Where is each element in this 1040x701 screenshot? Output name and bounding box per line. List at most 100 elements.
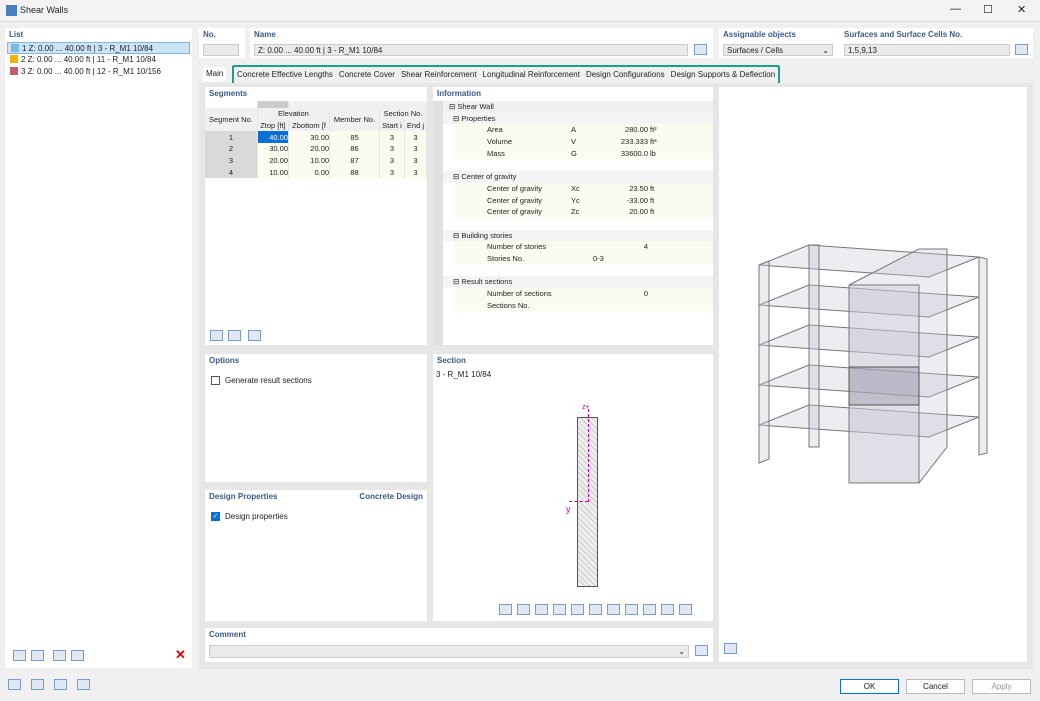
- table-cell[interactable]: 30.00: [257, 143, 290, 155]
- table-cell[interactable]: 20.00: [257, 154, 290, 167]
- maximize-button[interactable]: ☐: [983, 4, 993, 16]
- table-icon[interactable]: [625, 604, 638, 615]
- tree-group[interactable]: ⊟ Center of gravity: [443, 171, 713, 183]
- list-item[interactable]: 2 Z: 0.00 ... 40.00 ft | 11 - R_M1 10/84: [7, 54, 190, 66]
- tab-longitudinal-reinforcement[interactable]: Longitudinal Reinforcement: [482, 70, 580, 79]
- title-bar: Shear Walls — ☐ ✕: [0, 0, 1040, 22]
- z-label: z+: [582, 404, 590, 411]
- table-cell[interactable]: 1: [205, 131, 258, 144]
- table-cell[interactable]: 3: [379, 166, 405, 179]
- tab-main[interactable]: Main: [203, 67, 227, 81]
- table-cell[interactable]: 87: [329, 154, 380, 167]
- table-cell[interactable]: 3: [404, 154, 428, 167]
- tab-design-configurations[interactable]: Design Configurations: [585, 70, 665, 79]
- table-cell[interactable]: 40.00: [257, 131, 290, 144]
- tab-shear-reinforcement[interactable]: Shear Reinforcement: [400, 70, 477, 79]
- table-cell[interactable]: 85: [329, 131, 380, 144]
- tree-root[interactable]: ⊟ Shear Wall: [443, 101, 713, 113]
- table-cell[interactable]: 10.00: [257, 166, 290, 179]
- pick-icon[interactable]: [1015, 44, 1028, 55]
- table-cell[interactable]: 3: [379, 143, 405, 155]
- insert-row-icon[interactable]: [210, 330, 223, 341]
- edit-icon[interactable]: [694, 44, 707, 55]
- table-cell[interactable]: 3: [404, 131, 428, 144]
- tab-design-supports-deflection[interactable]: Design Supports & Deflection: [670, 70, 776, 79]
- info-row: Center of gravity Yc -33.00 ft: [453, 194, 713, 207]
- frame-icon[interactable]: [535, 604, 548, 615]
- list-header: List: [9, 30, 24, 39]
- design-header: Design Properties: [209, 492, 278, 501]
- add-row-icon[interactable]: [228, 330, 241, 341]
- list-panel: List 1 Z: 0.00 ... 40.00 ft | 3 - R_M1 1…: [5, 28, 192, 668]
- comment-field[interactable]: ⌄: [209, 645, 689, 658]
- table-cell[interactable]: 3: [404, 166, 428, 179]
- new-icon[interactable]: [13, 650, 26, 661]
- table-cell[interactable]: 3: [379, 131, 405, 144]
- search-icon[interactable]: [8, 679, 21, 690]
- table-cell[interactable]: 88: [329, 166, 380, 179]
- generate-checkbox[interactable]: [211, 376, 220, 385]
- table-cell[interactable]: 3: [205, 154, 258, 167]
- comment-header: Comment: [209, 630, 246, 639]
- table-cell[interactable]: 3: [404, 143, 428, 155]
- comment-copy-icon[interactable]: [695, 645, 708, 656]
- view-icon[interactable]: [499, 604, 512, 615]
- 3d-view[interactable]: [719, 87, 1027, 662]
- no-field[interactable]: [203, 44, 239, 56]
- table-cell[interactable]: 20.00: [288, 143, 331, 155]
- cancel-button[interactable]: Cancel: [906, 679, 965, 694]
- formula-icon[interactable]: [77, 679, 90, 690]
- print-icon[interactable]: [517, 604, 530, 615]
- list-item[interactable]: 3 Z: 0.00 ... 40.00 ft | 12 - R_M1 10/15…: [7, 66, 190, 78]
- list-item[interactable]: 1 Z: 0.00 ... 40.00 ft | 3 - R_M1 10/84: [7, 42, 190, 54]
- tab-concrete-cover[interactable]: Concrete Cover: [338, 70, 395, 79]
- units-icon[interactable]: [31, 679, 44, 690]
- display-icon[interactable]: [54, 679, 67, 690]
- comment-panel: Comment ⌄: [205, 628, 713, 662]
- delete-icon[interactable]: ✕: [175, 647, 186, 662]
- view-settings-icon[interactable]: [724, 643, 737, 654]
- info-label: Mass: [487, 148, 505, 158]
- spacing-icon[interactable]: [643, 604, 656, 615]
- assignable-select[interactable]: Surfaces / Cells ⌄: [723, 44, 833, 56]
- reset-icon[interactable]: [679, 604, 692, 615]
- dims-icon[interactable]: [553, 604, 566, 615]
- tree-group[interactable]: ⊟ Result sections: [443, 276, 713, 288]
- info-unit: ft: [650, 207, 655, 217]
- table-cell[interactable]: 86: [329, 143, 380, 155]
- tab-concrete-effective-lengths[interactable]: Concrete Effective Lengths: [237, 70, 333, 79]
- name-label: Name: [254, 30, 276, 39]
- table-cell[interactable]: 4: [205, 166, 258, 179]
- axis-icon[interactable]: [589, 604, 602, 615]
- apply-button[interactable]: Apply: [972, 679, 1031, 694]
- minimize-button[interactable]: —: [950, 3, 961, 15]
- tree-group[interactable]: ⊟ Properties: [443, 112, 713, 125]
- assignable-label: Assignable objects: [723, 30, 796, 39]
- info-label: Volume: [487, 137, 513, 147]
- export-icon[interactable]: [661, 604, 674, 615]
- info-row: Sections No.: [453, 299, 713, 312]
- col-zbottom: Zbottom [f: [288, 119, 331, 132]
- tree-group[interactable]: ⊟ Building stories: [443, 229, 713, 242]
- table-cell[interactable]: 3: [379, 154, 405, 167]
- name-field[interactable]: Z: 0.00 ... 40.00 ft | 3 - R_M1 10/84: [254, 44, 688, 56]
- copy-icon[interactable]: [31, 650, 44, 661]
- group-title: Center of gravity: [461, 172, 517, 182]
- check-icon[interactable]: [53, 650, 66, 661]
- design-properties-checkbox[interactable]: ✓: [211, 512, 220, 521]
- uncheck-icon[interactable]: [71, 650, 84, 661]
- table-cell[interactable]: 0.00: [288, 166, 331, 179]
- stress-icon[interactable]: [571, 604, 584, 615]
- table-cell[interactable]: 10.00: [288, 154, 331, 167]
- group-title: Result sections: [461, 277, 513, 287]
- info-row: Area A 280.00 ft²: [453, 124, 713, 137]
- surfaces-field[interactable]: 1,5,9,13: [844, 44, 1010, 56]
- table-cell[interactable]: 2: [205, 143, 258, 155]
- info-label: Sections No.: [487, 300, 530, 310]
- ok-button[interactable]: OK: [840, 679, 899, 694]
- delete-row-icon[interactable]: [248, 330, 261, 341]
- col-member: Member No.: [329, 108, 380, 132]
- close-button[interactable]: ✕: [1017, 4, 1027, 16]
- grid-icon[interactable]: [607, 604, 620, 615]
- table-cell[interactable]: 30.00: [288, 131, 331, 144]
